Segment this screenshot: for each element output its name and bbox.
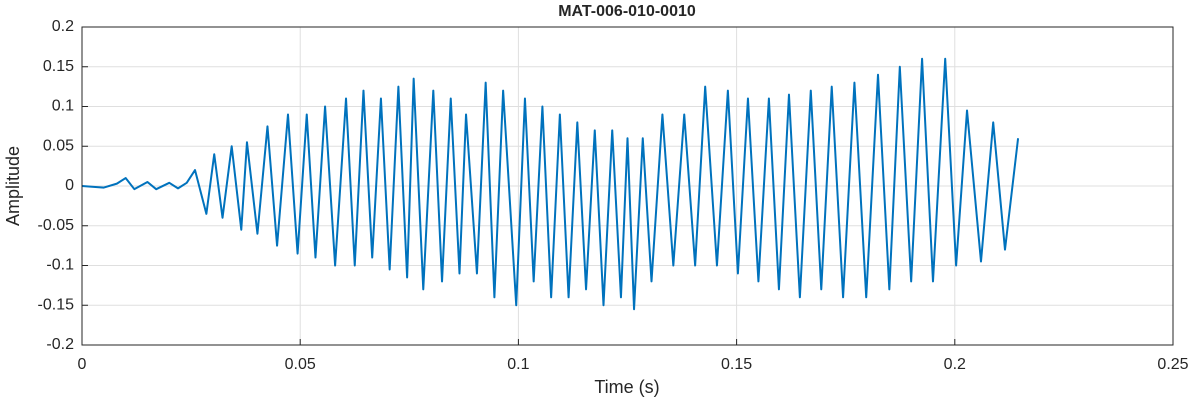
x-axis-label: Time (s) (594, 377, 659, 397)
y-tick-label: 0.15 (43, 58, 74, 75)
y-tick-label: 0.1 (52, 98, 74, 115)
x-tick-label: 0.25 (1157, 356, 1188, 373)
y-axis-label: Amplitude (3, 146, 23, 226)
y-tick-label: 0.05 (43, 137, 74, 154)
x-tick-label: 0.05 (285, 356, 316, 373)
x-tick-label: 0.2 (944, 356, 966, 373)
x-tick-label: 0.1 (507, 356, 529, 373)
x-tick-label: 0.15 (721, 356, 752, 373)
y-tick-label: 0 (65, 177, 74, 194)
axes-box (81, 26, 1174, 346)
y-tick-label: -0.2 (46, 336, 74, 353)
chart-title: MAT-006-010-0010 (558, 3, 696, 20)
y-tick-label: -0.15 (38, 296, 75, 313)
y-tick-label: 0.2 (52, 18, 74, 35)
y-tick-label: -0.1 (46, 257, 74, 274)
y-tick-label: -0.05 (38, 217, 75, 234)
data-line (81, 57, 1020, 311)
x-tick-label: 0 (78, 356, 87, 373)
